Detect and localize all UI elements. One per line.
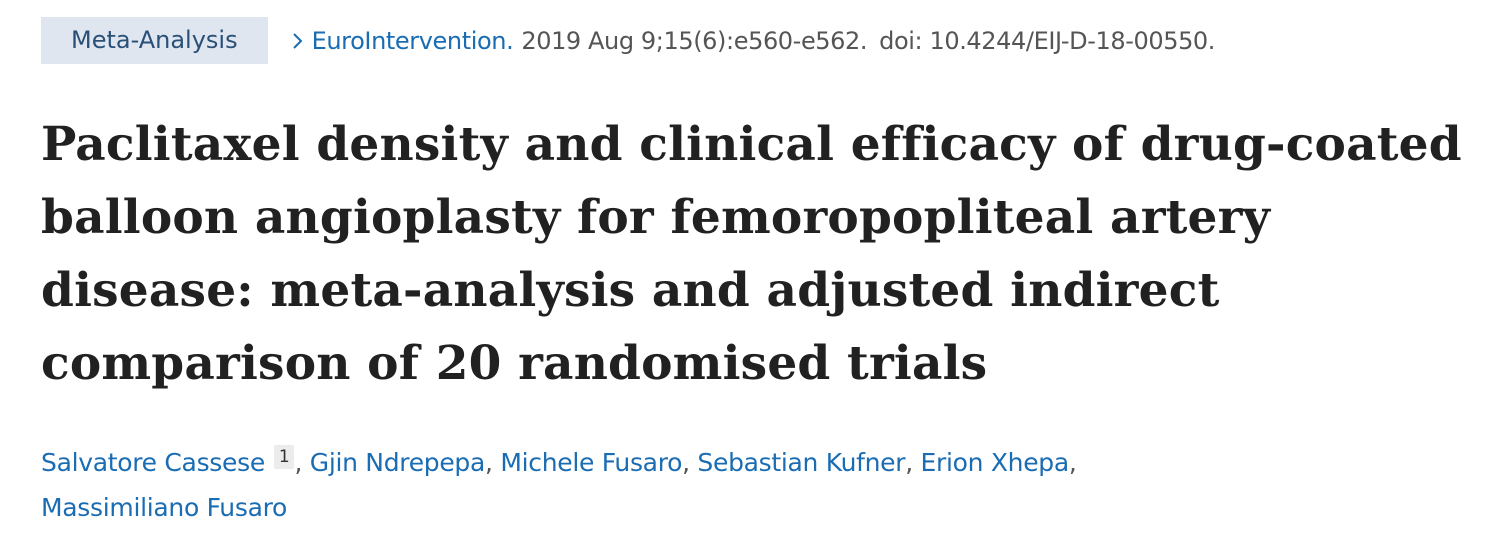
journal-link[interactable]: EuroIntervention. <box>311 26 514 55</box>
author-separator: , <box>294 448 310 477</box>
author-separator: , <box>682 448 698 477</box>
author-link[interactable]: Gjin Ndrepepa <box>309 448 486 477</box>
citation-row: Meta-Analysis EuroIntervention. 2019 Aug… <box>41 17 1215 64</box>
citation-date: 2019 Aug 9;15(6):e560-e562. <box>521 26 868 55</box>
author-list: Salvatore Cassese 1, Gjin Ndrepepa, Miche… <box>41 440 1461 530</box>
author-row: Salvatore Cassese 1, Gjin Ndrepepa, Miche… <box>41 440 1461 485</box>
citation-doi: doi: 10.4244/EIJ-D-18-00550. <box>879 26 1216 55</box>
title-line: balloon angioplasty for femoropopliteal … <box>41 190 1271 245</box>
author-separator: , <box>905 448 921 477</box>
author-link[interactable]: Salvatore Cassese <box>41 448 265 477</box>
article-type-badge: Meta-Analysis <box>41 17 268 64</box>
title-line: Paclitaxel density and clinical efficacy… <box>41 117 1462 172</box>
author-link[interactable]: Sebastian Kufner <box>697 448 906 477</box>
author-separator: , <box>485 448 501 477</box>
article-title: Paclitaxel density and clinical efficacy… <box>41 108 1481 400</box>
author-link[interactable]: Erion Xhepa <box>920 448 1070 477</box>
chevron-right-icon[interactable] <box>290 31 306 51</box>
title-line: disease: meta-analysis and adjusted indi… <box>41 263 1220 318</box>
title-line: comparison of 20 randomised trials <box>41 336 988 391</box>
author-link[interactable]: Massimiliano Fusaro <box>41 493 288 522</box>
author-separator: , <box>1068 448 1077 477</box>
author-row: Massimiliano Fusaro <box>41 485 1461 530</box>
author-link[interactable]: Michele Fusaro <box>500 448 683 477</box>
affiliation-marker[interactable]: 1 <box>273 445 295 469</box>
citation-details: 2019 Aug 9;15(6):e560-e562. doi: 10.4244/… <box>521 27 1215 55</box>
